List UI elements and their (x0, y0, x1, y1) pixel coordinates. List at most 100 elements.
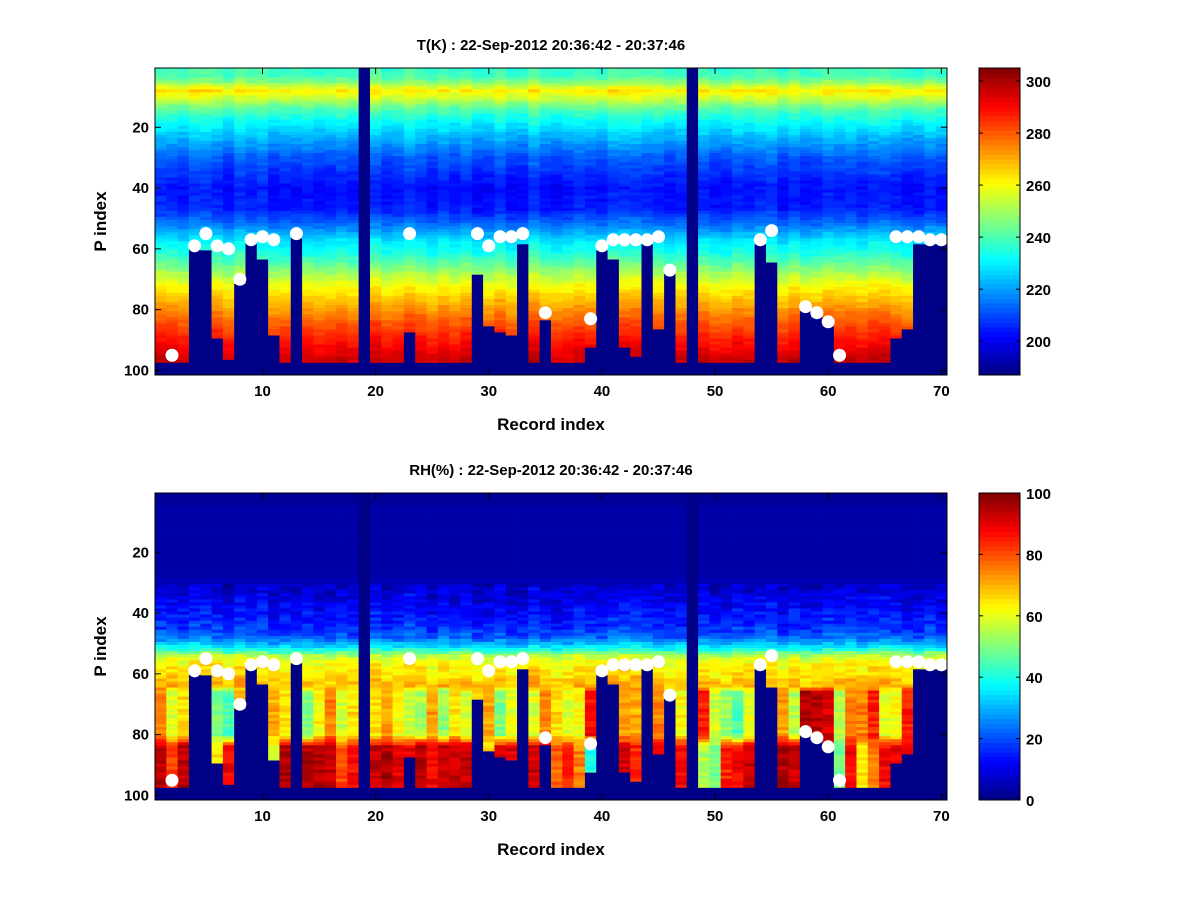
heatmap-cell (562, 219, 575, 224)
heatmap-cell (268, 320, 280, 324)
heatmap-cell (551, 159, 563, 163)
heatmap-cell (562, 104, 575, 108)
heatmap-cell (539, 238, 552, 242)
heatmap-cell (324, 335, 337, 339)
heatmap-cell (290, 271, 303, 276)
heatmap-cell (268, 95, 280, 99)
heatmap-cell (675, 265, 688, 270)
heatmap-cell (290, 335, 303, 339)
heatmap-cell (177, 183, 190, 187)
heatmap-cell (188, 165, 201, 169)
heatmap-cell (245, 365, 258, 370)
heatmap-cell (426, 314, 439, 318)
heatmap-cell (460, 341, 473, 345)
heatmap-cell (347, 368, 360, 373)
heatmap-cell (245, 147, 258, 151)
heatmap-cell (528, 113, 541, 118)
heatmap-cell (686, 110, 699, 114)
heatmap-cell (403, 186, 416, 190)
heatmap-cell (596, 216, 608, 221)
heatmap-cell (686, 177, 699, 181)
heatmap-cell (551, 280, 563, 285)
heatmap-cell (358, 153, 371, 157)
heatmap-cell (618, 189, 631, 194)
heatmap-cell (630, 247, 642, 251)
heatmap-cell (290, 92, 303, 96)
heatmap-cell (494, 305, 507, 309)
heatmap-cell (369, 365, 382, 370)
heatmap-cell (528, 104, 541, 108)
heatmap-cell (200, 174, 212, 178)
heatmap-cell (437, 137, 450, 142)
heatmap-cell (177, 259, 190, 263)
heatmap-cell (403, 271, 416, 276)
heatmap-cell (392, 150, 405, 154)
heatmap-cell (347, 86, 360, 90)
heatmap-cell (166, 244, 179, 248)
heatmap-cell (222, 77, 235, 81)
heatmap-cell (437, 189, 450, 194)
heatmap-cell (336, 241, 348, 245)
heatmap-cell (200, 171, 212, 175)
heatmap-cell (539, 183, 552, 187)
heatmap-cell (324, 350, 337, 355)
heatmap-cell (505, 341, 518, 345)
heatmap-cell (369, 283, 382, 288)
heatmap-cell (302, 253, 314, 257)
heatmap-cell (573, 353, 586, 358)
heatmap-cell (460, 180, 473, 184)
heatmap-cell (607, 92, 620, 96)
heatmap-cell (664, 226, 676, 230)
heatmap-cell (268, 159, 280, 163)
heatmap-cell (551, 253, 563, 257)
heatmap-cell (268, 338, 280, 342)
heatmap-cell (268, 226, 280, 230)
heatmap-cell (313, 353, 326, 358)
heatmap-cell (313, 317, 326, 321)
heatmap-cell (211, 280, 224, 285)
heatmap-cell (188, 223, 201, 227)
heatmap-cell (505, 101, 518, 105)
heatmap-cell (155, 335, 167, 339)
heatmap-cell (686, 292, 699, 297)
heatmap-cell (551, 308, 563, 312)
heatmap-cell (618, 274, 631, 279)
heatmap-cell (437, 159, 450, 163)
heatmap-cell (200, 207, 212, 212)
heatmap-cell (698, 165, 710, 169)
heatmap-cell (618, 216, 631, 221)
heatmap-cell (245, 247, 258, 251)
heatmap-cell (460, 362, 473, 367)
heatmap-cell (188, 101, 201, 105)
heatmap-cell (573, 216, 586, 221)
heatmap-cell (426, 192, 439, 197)
heatmap-cell (562, 137, 575, 142)
heatmap-cell (505, 177, 518, 181)
heatmap-cell (403, 83, 416, 87)
heatmap-cell (551, 265, 563, 270)
heatmap-cell (437, 317, 450, 321)
heatmap-cell (675, 256, 688, 260)
heatmap-cell (369, 295, 382, 300)
heatmap-cell (369, 137, 382, 142)
heatmap-cell (336, 77, 348, 81)
heatmap-cell (539, 159, 552, 163)
heatmap-cell (302, 341, 314, 345)
heatmap-cell (403, 119, 416, 124)
heatmap-cell (336, 344, 348, 349)
heatmap-cell (551, 189, 563, 194)
heatmap-cell (392, 122, 405, 127)
heatmap-cell (369, 332, 382, 336)
heatmap-cell (279, 359, 292, 364)
heatmap-cell (596, 259, 608, 263)
heatmap-cell (211, 180, 224, 184)
heatmap-cell (618, 289, 631, 294)
heatmap-cell (539, 341, 552, 345)
heatmap-cell (573, 338, 586, 342)
heatmap-cell (369, 268, 382, 273)
heatmap-cell (268, 134, 280, 139)
heatmap-cell (426, 256, 439, 260)
heatmap-cell (256, 183, 269, 187)
heatmap-cell (460, 113, 473, 118)
heatmap-cell (449, 347, 461, 352)
